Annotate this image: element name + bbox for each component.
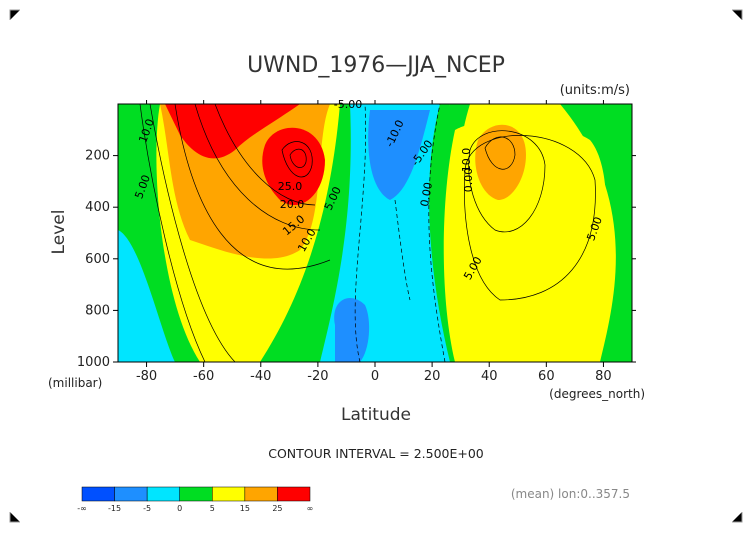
x-tick-label: -40: [250, 369, 271, 384]
colorbar-level-label: 25: [272, 504, 282, 513]
colorbar-swatch: [244, 486, 278, 502]
x-axis-label: Latitude: [341, 405, 411, 425]
colorbar-level-label: ∞: [307, 504, 314, 513]
y-tick-label: 600: [85, 252, 110, 267]
colorbar-swatch: [277, 486, 311, 502]
contour-lines: [139, 104, 596, 362]
colorbar: -∞ -15 -5 0 5 15 25 ∞: [77, 486, 314, 513]
x-tick-label: 0: [371, 369, 379, 384]
x-tick-label: 60: [538, 369, 555, 384]
x-tick-label: -20: [307, 369, 328, 384]
footer-note: (mean) lon:0..357.5: [511, 487, 630, 501]
colorbar-swatch: [179, 486, 213, 502]
contour-interval: CONTOUR INTERVAL = 2.500E+00: [268, 446, 484, 461]
colorbar-level-label: -5: [143, 504, 151, 513]
colorbar-swatch: [81, 486, 115, 502]
region-low-easterly: [334, 297, 370, 362]
units-label: (units:m/s): [560, 83, 630, 98]
x-tick-label: -60: [193, 369, 214, 384]
y-tick-label: 1000: [77, 355, 110, 370]
x-tick-label: 20: [424, 369, 441, 384]
colorbar-swatch: [114, 486, 148, 502]
region-sh-jet-core2: [262, 127, 325, 206]
contour-label: 20.0: [280, 198, 305, 211]
x-axis-unit: (degrees_north): [549, 387, 645, 401]
heatmap-field: [118, 104, 632, 362]
x-tick-label: 80: [595, 369, 612, 384]
contour-label: 10.0: [460, 148, 473, 173]
y-tick-label: 800: [85, 303, 110, 318]
colorbar-swatch: [146, 486, 180, 502]
crop-marks: [9, 9, 743, 523]
chart-title: UWND_1976—JJA_NCEP: [247, 53, 505, 78]
colorbar-level-label: 0: [177, 504, 182, 513]
y-axis-label: Level: [49, 210, 69, 255]
region-tropical-easterly: [320, 104, 450, 362]
region-sh-jet-core: [165, 104, 300, 159]
y-axis-ticks: 200 400 600 800 1000: [77, 149, 636, 370]
region-sh-easterly: [118, 230, 175, 362]
y-tick-label: 200: [85, 149, 110, 164]
colorbar-level-label: -15: [108, 504, 121, 513]
x-tick-label: 40: [481, 369, 498, 384]
y-axis-unit: (millibar): [48, 376, 102, 390]
contour-label: 0.00: [462, 168, 475, 193]
colorbar-level-label: 15: [240, 504, 250, 513]
region-upper-easterly: [368, 110, 430, 200]
contour-label: 25.0: [278, 180, 303, 193]
colorbar-swatch: [212, 486, 246, 502]
colorbar-level-label: 5: [210, 504, 215, 513]
x-axis-ticks: -80 -60 -40 -20 0 20 40 60 80: [136, 100, 612, 384]
contour-label: 0.00: [418, 181, 435, 207]
region-nh-polar: [560, 104, 632, 362]
x-tick-label: -80: [136, 369, 157, 384]
colorbar-level-label: -∞: [77, 504, 87, 513]
contour-label: -5.00: [334, 98, 362, 111]
y-tick-label: 400: [85, 200, 110, 215]
contour-lines-negative: [354, 104, 446, 362]
